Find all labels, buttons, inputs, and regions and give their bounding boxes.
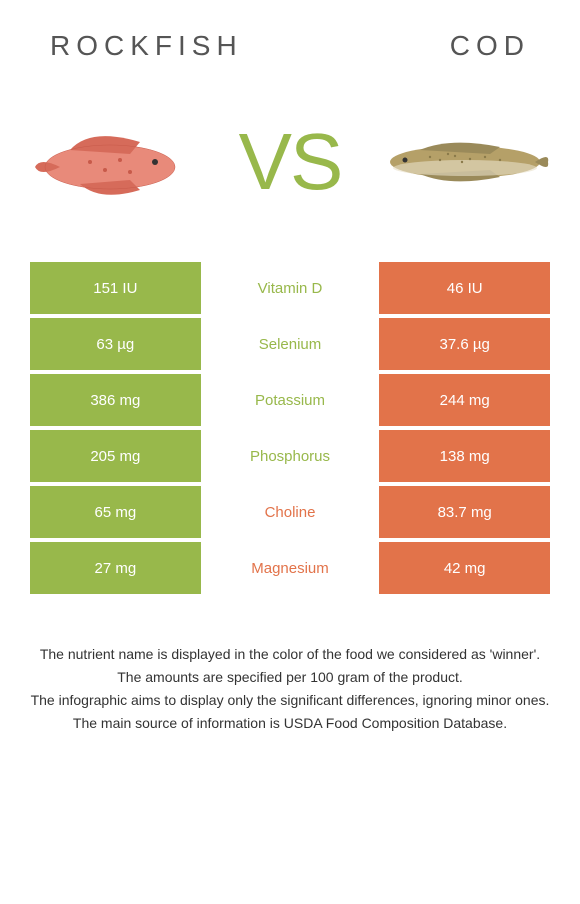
titles-row: ROCKFISH COD bbox=[20, 30, 560, 62]
nutrient-name: Phosphorus bbox=[205, 430, 376, 482]
rockfish-image bbox=[30, 112, 210, 212]
table-row: 27 mgMagnesium42 mg bbox=[30, 542, 550, 594]
left-title: ROCKFISH bbox=[50, 30, 243, 62]
right-value: 37.6 µg bbox=[379, 318, 550, 370]
nutrient-name: Magnesium bbox=[205, 542, 376, 594]
right-value: 83.7 mg bbox=[379, 486, 550, 538]
note-line: The main source of information is USDA F… bbox=[30, 713, 550, 734]
comparison-table: 151 IUVitamin D46 IU63 µgSelenium37.6 µg… bbox=[20, 262, 560, 594]
images-row: VS bbox=[20, 112, 560, 212]
vs-text: VS bbox=[239, 116, 342, 208]
table-row: 151 IUVitamin D46 IU bbox=[30, 262, 550, 314]
note-line: The infographic aims to display only the… bbox=[30, 690, 550, 711]
table-row: 65 mgCholine83.7 mg bbox=[30, 486, 550, 538]
left-value: 63 µg bbox=[30, 318, 201, 370]
left-value: 27 mg bbox=[30, 542, 201, 594]
right-value: 42 mg bbox=[379, 542, 550, 594]
left-value: 65 mg bbox=[30, 486, 201, 538]
right-value: 138 mg bbox=[379, 430, 550, 482]
left-value: 151 IU bbox=[30, 262, 201, 314]
note-line: The nutrient name is displayed in the co… bbox=[30, 644, 550, 665]
table-row: 63 µgSelenium37.6 µg bbox=[30, 318, 550, 370]
left-value: 386 mg bbox=[30, 374, 201, 426]
cod-image bbox=[370, 112, 550, 212]
nutrient-name: Choline bbox=[205, 486, 376, 538]
nutrient-name: Selenium bbox=[205, 318, 376, 370]
table-row: 205 mgPhosphorus138 mg bbox=[30, 430, 550, 482]
right-value: 244 mg bbox=[379, 374, 550, 426]
nutrient-name: Vitamin D bbox=[205, 262, 376, 314]
right-value: 46 IU bbox=[379, 262, 550, 314]
left-value: 205 mg bbox=[30, 430, 201, 482]
right-title: COD bbox=[450, 30, 530, 62]
note-line: The amounts are specified per 100 gram o… bbox=[30, 667, 550, 688]
table-row: 386 mgPotassium244 mg bbox=[30, 374, 550, 426]
notes-section: The nutrient name is displayed in the co… bbox=[20, 644, 560, 734]
nutrient-name: Potassium bbox=[205, 374, 376, 426]
